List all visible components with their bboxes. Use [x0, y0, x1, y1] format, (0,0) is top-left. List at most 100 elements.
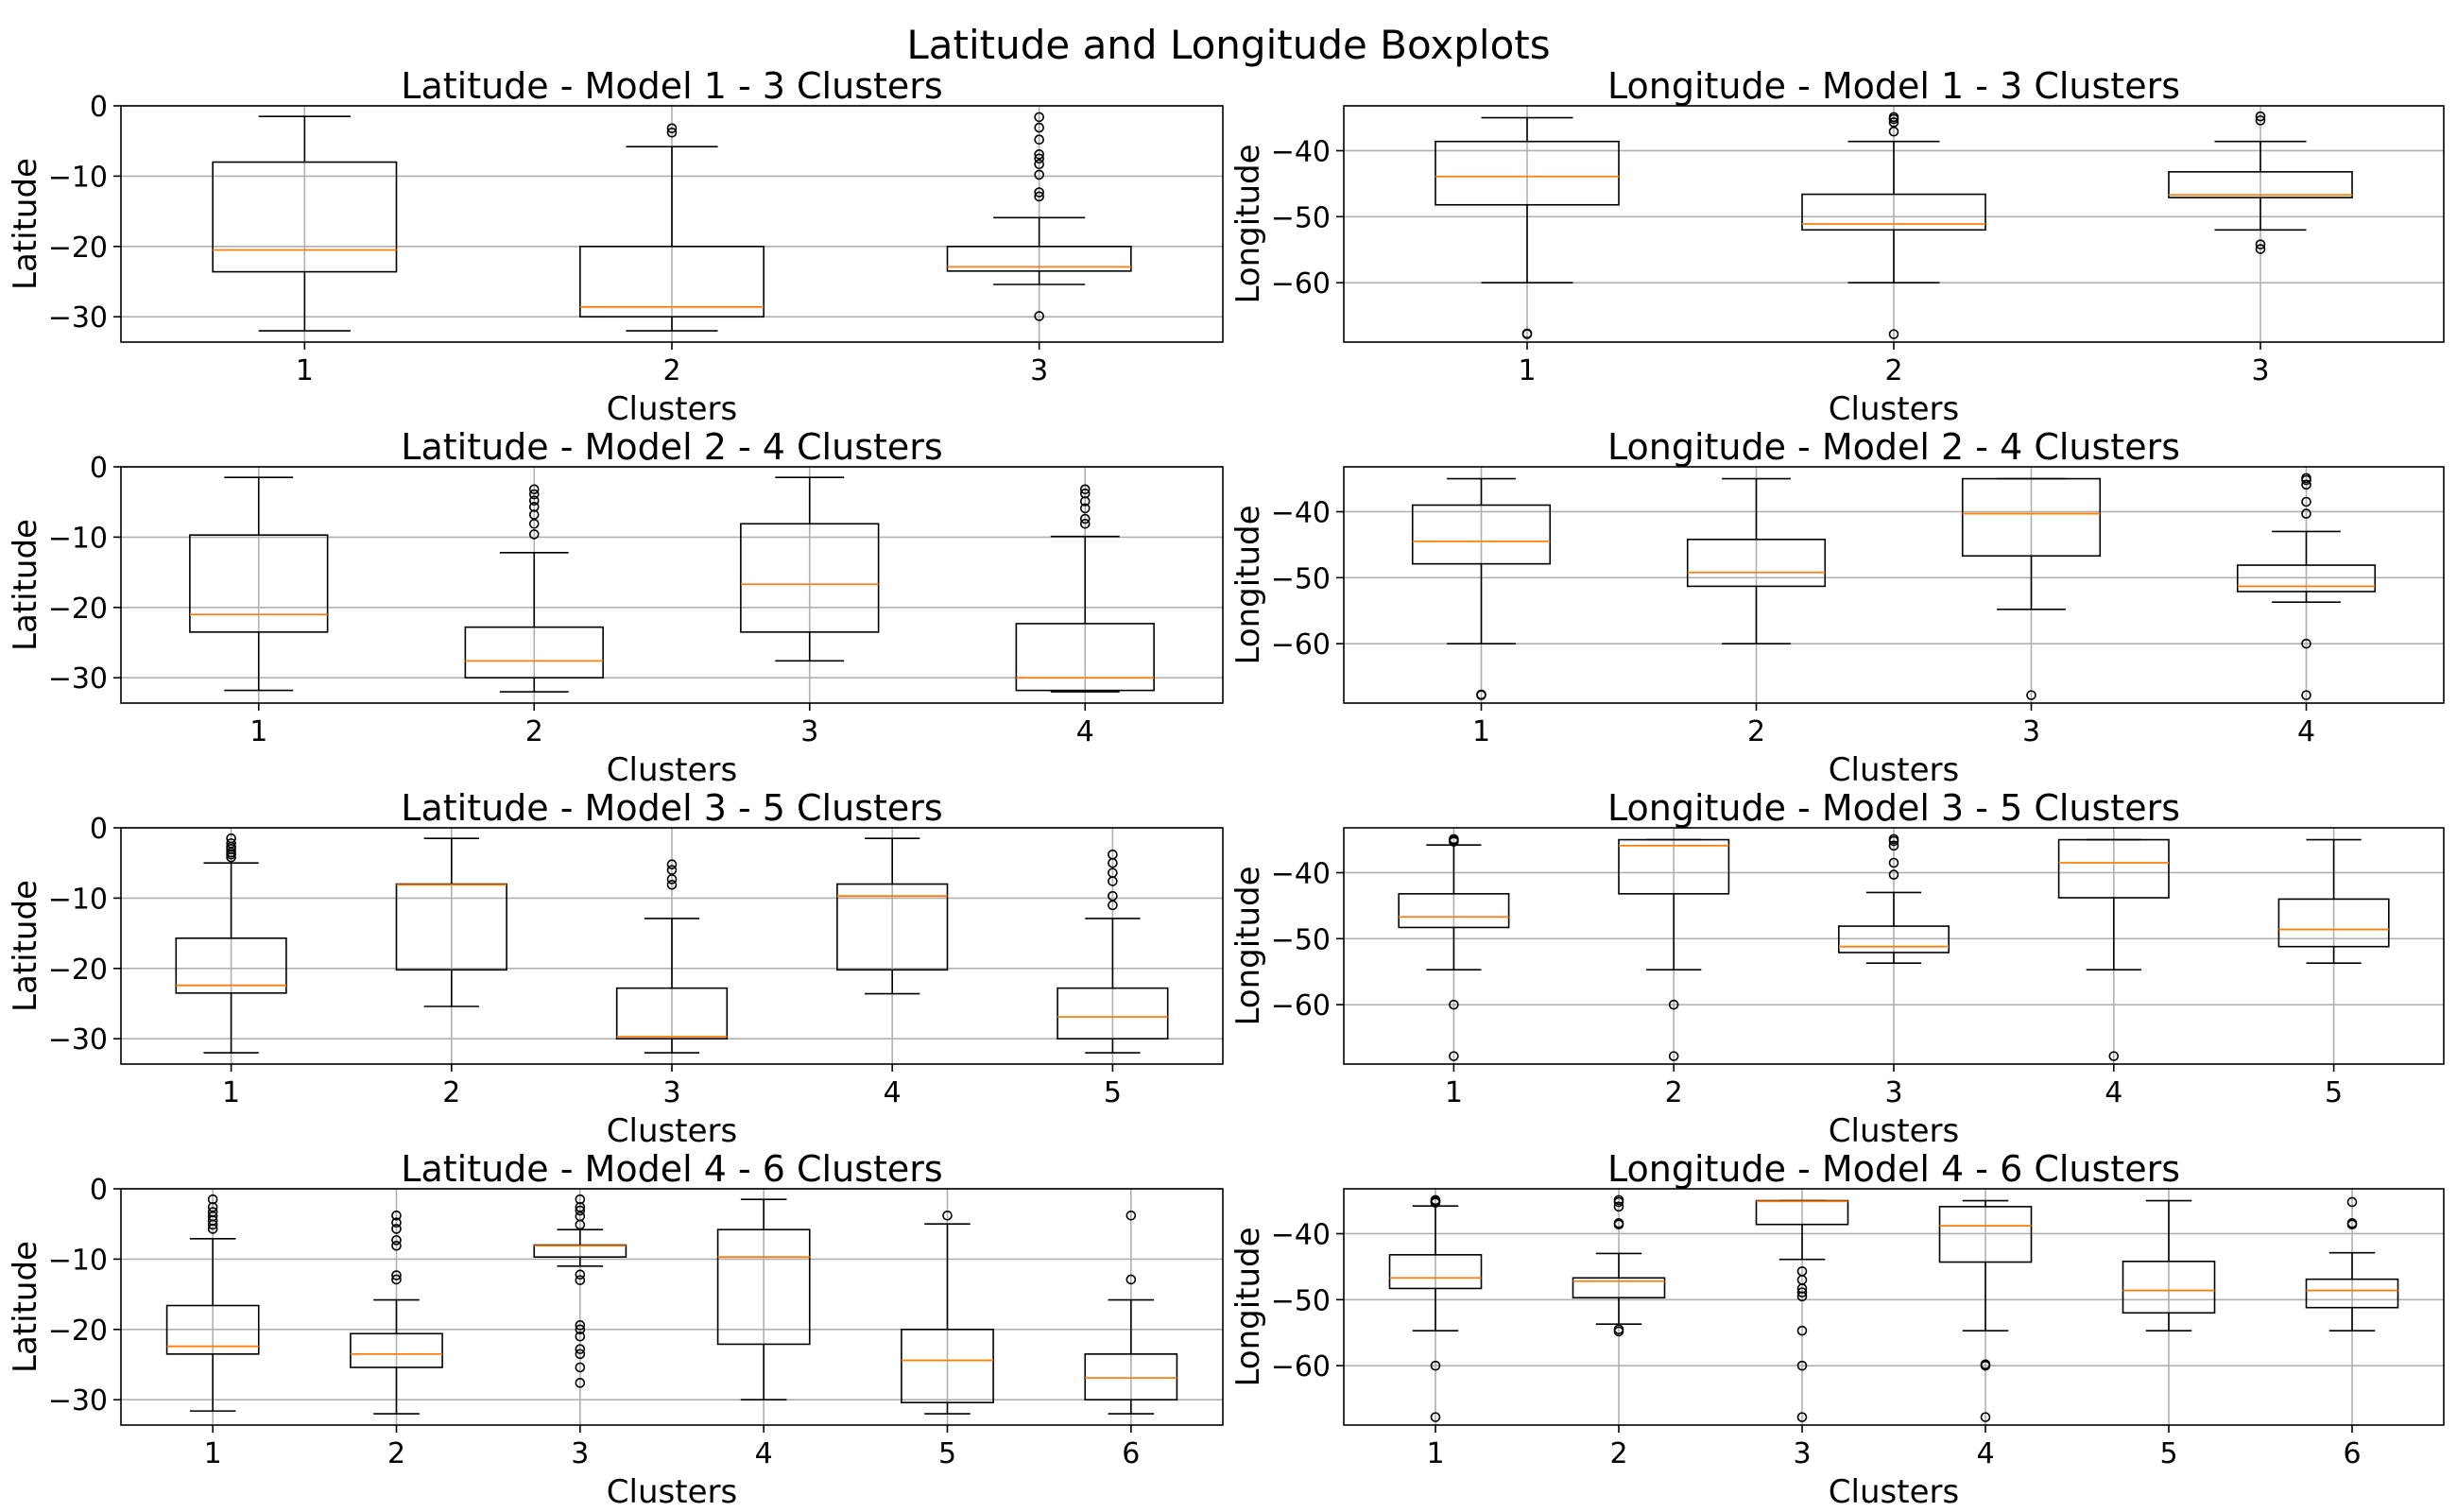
flier-point [1888, 840, 1899, 851]
box-cluster-2 [395, 837, 507, 1007]
y-tick-label: −30 [48, 662, 108, 696]
box-iqr [2236, 564, 2377, 593]
flier-point [1034, 187, 1044, 198]
flier-point [528, 484, 540, 495]
subplot-2: −40 −50 −60 1 2 3 Longitude - Model 1 - 3 Clus… [1229, 65, 2445, 428]
flier-point [666, 879, 678, 890]
flier-point [1796, 1325, 1808, 1336]
y-tick-label: −50 [1271, 1284, 1331, 1317]
subplot-title: Latitude - Model 4 - 6 Clusters [401, 1148, 942, 1190]
x-tick-label: 5 [938, 1437, 956, 1470]
y-tick-label: −40 [1271, 135, 1331, 168]
flier-point [2301, 638, 2311, 649]
box-iqr [2122, 1261, 2216, 1314]
flier-point [1034, 112, 1044, 123]
flier-point [1796, 1265, 1808, 1277]
box-cluster-4 [1938, 1199, 2033, 1422]
flier-point [1034, 191, 1044, 202]
y-tick-label: −50 [1271, 923, 1331, 956]
x-tick-label: 4 [1076, 715, 1094, 748]
box-iqr [175, 937, 287, 994]
box-cluster-1 [189, 476, 329, 692]
subplot-3: 0 −10 −20 −30 1 2 3 4 Latitude - Model 2 - 4 Clu… [7, 426, 1224, 789]
box-cluster-2 [1618, 838, 1730, 1061]
subplot-1: 0 −10 −20 −30 1 2 3 Latitude - Model 1 - 3 Clus… [7, 65, 1224, 428]
flier-point [1521, 328, 1533, 339]
subplot-title: Longitude - Model 2 - 4 Clusters [1607, 426, 2180, 468]
y-tick-label: −20 [48, 1314, 108, 1348]
subplot-title: Latitude - Model 3 - 5 Clusters [401, 787, 942, 829]
flier-point [2301, 508, 2311, 519]
x-tick-label: 1 [1518, 354, 1536, 387]
box-cluster-5 [1057, 849, 1169, 1054]
flier-point [1888, 869, 1899, 880]
box-cluster-2 [350, 1210, 443, 1415]
y-tick-label: −10 [48, 1244, 108, 1277]
flier-point [1613, 1324, 1624, 1335]
flier-point [1034, 134, 1044, 146]
flier-point [1125, 1274, 1137, 1285]
x-tick-label: 6 [1122, 1437, 1140, 1470]
y-tick-label: −10 [48, 161, 108, 194]
box-cluster-6 [2305, 1196, 2399, 1332]
flier-point [1108, 849, 1118, 860]
box-cluster-2 [464, 484, 604, 693]
box-cluster-1 [1411, 477, 1552, 700]
figure-suptitle: Latitude and Longitude Boxplots [906, 22, 1550, 68]
flier-point [207, 1202, 218, 1212]
flier-point [1079, 484, 1091, 495]
flier-point [1125, 1210, 1137, 1221]
flier-point [575, 1378, 586, 1388]
flier-point [666, 127, 678, 138]
flier-point [391, 1210, 402, 1221]
x-tick-label: 2 [1747, 715, 1765, 748]
box-cluster-3 [740, 476, 880, 662]
box-iqr [1618, 838, 1730, 895]
x-tick-label: 4 [1976, 1437, 1994, 1470]
x-tick-label: 5 [2325, 1076, 2343, 1109]
flier-point [391, 1240, 402, 1251]
x-tick-label: 5 [1104, 1076, 1122, 1109]
flier-point [1888, 329, 1899, 339]
flier-point [2301, 479, 2311, 490]
flier-point [1079, 518, 1091, 529]
box-cluster-1 [175, 833, 287, 1054]
flier-point [2026, 690, 2036, 700]
x-axis-label: Clusters [607, 1473, 737, 1511]
x-tick-label: 1 [204, 1437, 222, 1470]
flier-point [942, 1210, 953, 1221]
y-tick-label: −50 [1271, 201, 1331, 234]
box-cluster-4 [2057, 838, 2170, 1061]
flier-point [2255, 239, 2266, 249]
flier-point [1108, 890, 1118, 902]
y-tick-label: −40 [1271, 857, 1331, 890]
subplot-title: Latitude - Model 1 - 3 Clusters [401, 65, 942, 107]
y-tick-label: −10 [48, 522, 108, 555]
box-cluster-2 [1686, 477, 1827, 644]
flier-point [528, 489, 540, 500]
box-iqr [740, 523, 880, 633]
flier-point [391, 1224, 402, 1234]
flier-point [575, 1331, 586, 1342]
box-cluster-3 [1838, 833, 1950, 964]
x-tick-label: 1 [1472, 715, 1490, 748]
flier-point [1430, 1194, 1441, 1206]
box-iqr [2277, 898, 2390, 948]
x-tick-label: 2 [1665, 1076, 1683, 1109]
box-iqr [836, 883, 949, 971]
box-iqr [579, 246, 765, 318]
x-tick-label: 1 [1426, 1437, 1444, 1470]
x-tick-label: 4 [884, 1076, 902, 1109]
box-cluster-4 [1015, 484, 1155, 693]
subplot-7: 0 −10 −20 −30 1 2 3 4 5 6 Latitude - Model 4 - 6 C… [7, 1148, 1224, 1511]
flier-point [207, 1194, 218, 1205]
box-iqr [1435, 140, 1620, 206]
x-tick-label: 2 [525, 715, 543, 748]
subplot-grid: 0 −10 −20 −30 1 2 3 Latitude - Model 1 - 3 Clus… [7, 65, 2445, 1511]
flier-point [1796, 1287, 1808, 1297]
box-cluster-1 [165, 1194, 260, 1412]
flier-point [1079, 503, 1091, 514]
y-axis-label: Longitude [1229, 1227, 1267, 1386]
x-tick-label: 6 [2343, 1437, 2361, 1470]
